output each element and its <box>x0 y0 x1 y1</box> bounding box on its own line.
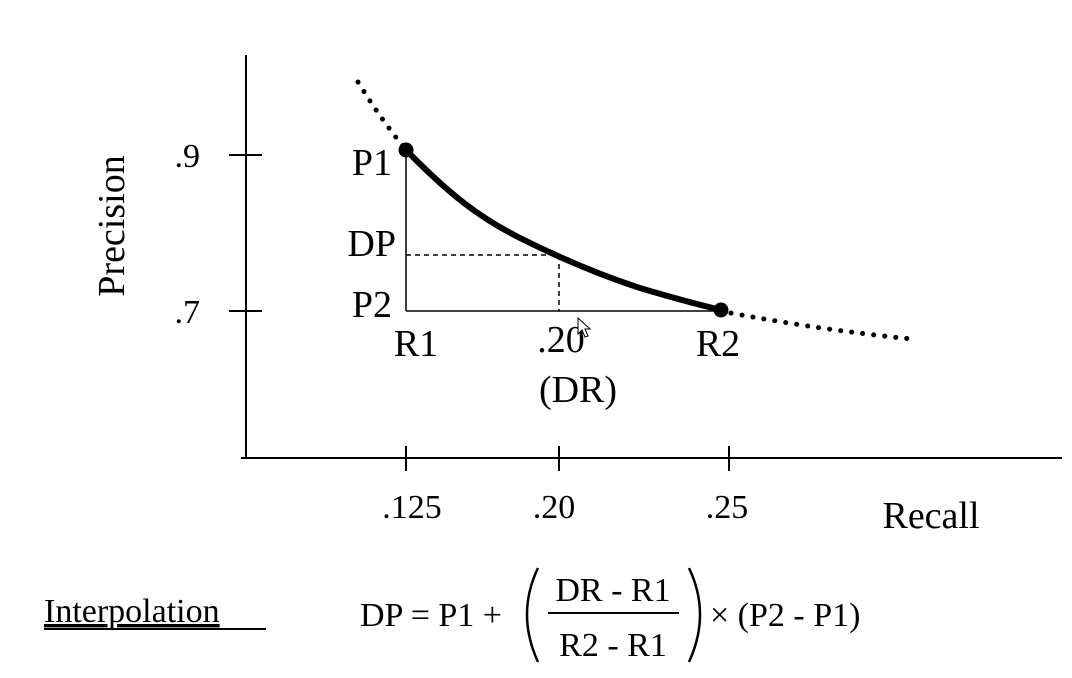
dr-label: (DR) <box>539 369 617 411</box>
p2-label: P2 <box>352 284 392 326</box>
mid-value-label: .20 <box>537 319 585 361</box>
dp-label: DP <box>347 223 396 265</box>
mouse-cursor-icon <box>577 316 592 338</box>
formula-rhs: × (P2 - P1) <box>710 597 860 634</box>
x-axis-label: Recall <box>882 495 979 537</box>
p1-label: P1 <box>352 142 392 184</box>
y-tick-label-09: .9 <box>175 138 201 175</box>
left-paren <box>525 567 540 663</box>
curve-extension-right <box>717 308 915 342</box>
formula-lhs: DP = P1 + <box>360 597 502 634</box>
p2-point <box>713 302 729 318</box>
precision-recall-curve <box>403 147 724 313</box>
y-tick-label-07: .7 <box>175 294 201 331</box>
formula-numerator: DR - R1 <box>555 572 670 609</box>
x-tick-label-020: .20 <box>533 489 576 526</box>
x-tick-label-0125: .125 <box>382 489 442 526</box>
r1-label: R1 <box>394 323 438 365</box>
formula-denominator: R2 - R1 <box>559 627 667 664</box>
r2-label: R2 <box>696 323 740 365</box>
x-tick-label-025: .25 <box>706 489 749 526</box>
interpolation-heading: Interpolation <box>44 593 220 630</box>
right-paren <box>687 567 702 663</box>
p1-point <box>398 142 414 158</box>
y-axis-label: Precision <box>91 155 133 296</box>
curve-extension-left <box>355 79 409 153</box>
